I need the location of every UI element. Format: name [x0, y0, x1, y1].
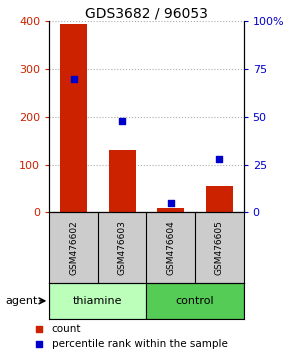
Text: thiamine: thiamine [73, 296, 123, 306]
Bar [109, 150, 135, 212]
Text: count: count [52, 324, 81, 333]
Point [37, 341, 41, 347]
Point [168, 200, 173, 206]
Text: GSM476605: GSM476605 [215, 220, 224, 275]
Point [217, 156, 222, 162]
Bar [60, 24, 87, 212]
Point [71, 76, 76, 81]
Text: GSM476602: GSM476602 [69, 221, 78, 275]
Bar [146, 283, 244, 319]
Text: GSM476603: GSM476603 [118, 220, 127, 275]
Text: percentile rank within the sample: percentile rank within the sample [52, 339, 227, 349]
Text: agent: agent [6, 296, 38, 306]
Point [37, 326, 41, 331]
Text: control: control [176, 296, 214, 306]
Bar [49, 283, 146, 319]
Text: GSM476604: GSM476604 [166, 221, 175, 275]
Point [120, 118, 124, 124]
Bar [206, 186, 233, 212]
Title: GDS3682 / 96053: GDS3682 / 96053 [85, 6, 208, 20]
Bar [157, 207, 184, 212]
